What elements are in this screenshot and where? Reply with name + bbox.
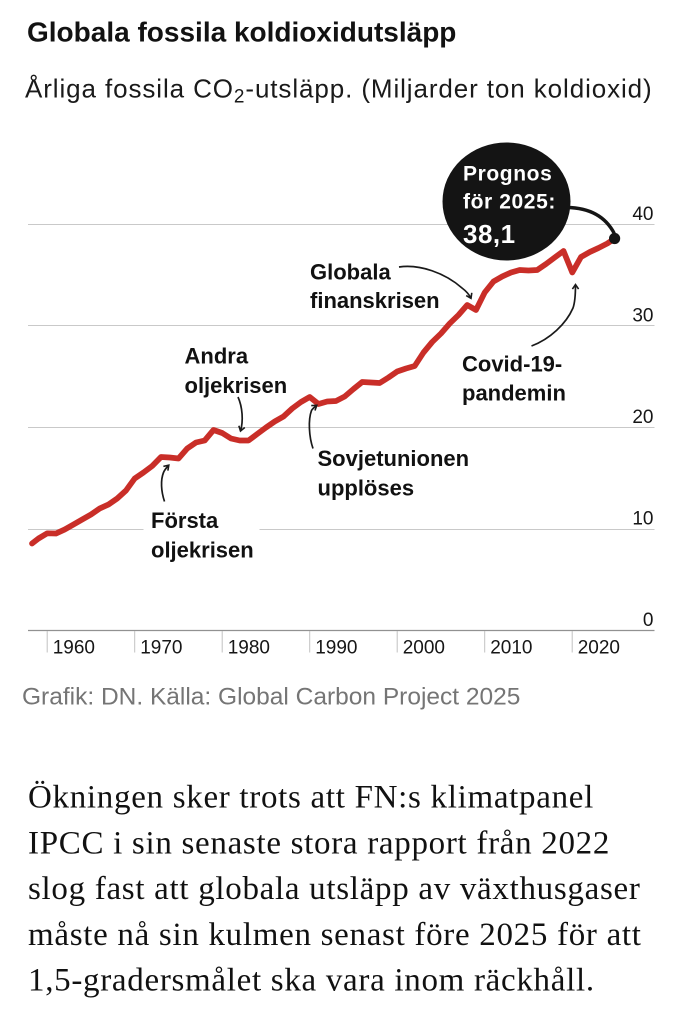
- svg-text:Ökningen sker trots att FN:s k: Ökningen sker trots att FN:s klimatpanel: [28, 780, 594, 816]
- svg-text:oljekrisen: oljekrisen: [151, 538, 254, 563]
- svg-text:Andra: Andra: [185, 344, 249, 369]
- svg-text:10: 10: [632, 509, 653, 530]
- svg-text:1,5-gradersmålet ska vara inom: 1,5-gradersmålet ska vara inom räckhåll.: [28, 963, 595, 999]
- svg-text:Globala fossila koldioxidutslä: Globala fossila koldioxidutsläpp: [27, 17, 456, 48]
- svg-text:för 2025:: för 2025:: [463, 190, 556, 213]
- svg-text:upplöses: upplöses: [318, 476, 415, 501]
- svg-text:Årliga fossila CO2-utsläpp. (M: Årliga fossila CO2-utsläpp. (Miljarder t…: [25, 74, 653, 108]
- svg-text:oljekrisen: oljekrisen: [185, 373, 288, 398]
- svg-text:Sovjetunionen: Sovjetunionen: [318, 446, 470, 471]
- svg-text:30: 30: [632, 306, 653, 327]
- svg-text:Covid-19-: Covid-19-: [462, 352, 562, 377]
- svg-text:Globala: Globala: [310, 260, 391, 285]
- svg-text:pandemin: pandemin: [462, 381, 566, 406]
- svg-text:Grafik: DN. Källa: Global Carb: Grafik: DN. Källa: Global Carbon Project…: [22, 684, 520, 711]
- svg-text:38,1: 38,1: [463, 219, 516, 249]
- svg-text:2000: 2000: [403, 638, 445, 659]
- svg-text:2010: 2010: [490, 638, 532, 659]
- svg-text:1970: 1970: [140, 638, 182, 659]
- svg-text:40: 40: [632, 204, 653, 225]
- svg-text:1980: 1980: [228, 638, 270, 659]
- svg-text:finanskrisen: finanskrisen: [310, 288, 440, 313]
- svg-text:Första: Första: [151, 508, 219, 533]
- svg-text:1960: 1960: [53, 638, 95, 659]
- svg-text:20: 20: [632, 407, 653, 428]
- svg-text:1990: 1990: [315, 638, 357, 659]
- svg-text:0: 0: [643, 610, 654, 631]
- svg-text:2020: 2020: [578, 638, 620, 659]
- svg-text:IPCC i sin senaste stora rappo: IPCC i sin senaste stora rapport från 20…: [28, 825, 610, 861]
- svg-text:Prognos: Prognos: [463, 163, 552, 186]
- svg-text:slog fast att globala utsläpp: slog fast att globala utsläpp av växthus…: [28, 871, 641, 907]
- svg-text:måste nå sin kulmen senast för: måste nå sin kulmen senast före 2025 för…: [28, 917, 642, 953]
